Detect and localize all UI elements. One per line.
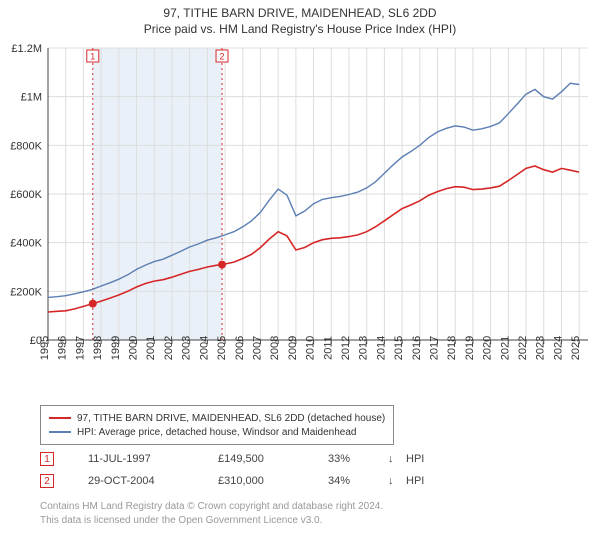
svg-text:1997: 1997 [74,336,86,360]
footnote: Contains HM Land Registry data © Crown c… [40,500,383,527]
marker-hpi-label: HPI [406,453,436,465]
down-arrow-icon: ↓ [388,453,406,465]
svg-text:2003: 2003 [181,336,193,360]
svg-text:£200K: £200K [10,286,42,298]
line-chart-svg: 12£0£200K£400K£600K£800K£1M£1.2M19951996… [0,40,600,398]
footnote-line-1: Contains HM Land Registry data © Crown c… [40,500,383,514]
marker-table: 1 11-JUL-1997£149,50033%↓HPI 2 29-OCT-2004£… [40,448,436,492]
svg-text:2012: 2012 [340,336,352,360]
footnote-line-2: This data is licensed under the Open Gov… [40,514,383,528]
svg-text:£1M: £1M [21,92,42,104]
title-line-1: 97, TITHE BARN DRIVE, MAIDENHEAD, SL6 2D… [0,6,600,20]
svg-text:2015: 2015 [393,336,405,360]
svg-text:£600K: £600K [10,189,42,201]
svg-text:2023: 2023 [535,336,547,360]
svg-text:2000: 2000 [128,336,140,360]
title-block: 97, TITHE BARN DRIVE, MAIDENHEAD, SL6 2D… [0,0,600,36]
marker-row: 1 11-JUL-1997£149,50033%↓HPI [40,448,436,470]
svg-text:2020: 2020 [482,336,494,360]
legend-label: HPI: Average price, detached house, Wind… [77,427,356,438]
svg-text:1996: 1996 [57,336,69,360]
svg-text:£400K: £400K [10,238,42,250]
marker-badge: 2 [40,474,54,488]
svg-text:2021: 2021 [499,336,511,360]
legend-swatch [49,417,71,419]
legend-label: 97, TITHE BARN DRIVE, MAIDENHEAD, SL6 2D… [77,413,385,424]
svg-text:2006: 2006 [234,336,246,360]
svg-text:2016: 2016 [411,336,423,360]
svg-text:2013: 2013 [358,336,370,360]
svg-text:2017: 2017 [429,336,441,360]
svg-text:2011: 2011 [322,336,334,360]
svg-text:2005: 2005 [216,336,228,360]
legend-item: 97, TITHE BARN DRIVE, MAIDENHEAD, SL6 2D… [49,411,385,425]
marker-pct: 33% [328,453,388,465]
svg-text:2009: 2009 [287,336,299,360]
legend-swatch [49,431,71,433]
svg-text:2018: 2018 [446,336,458,360]
svg-text:2014: 2014 [375,336,387,360]
marker-price: £149,500 [218,453,328,465]
marker-pct: 34% [328,475,388,487]
svg-text:2010: 2010 [305,336,317,360]
legend: 97, TITHE BARN DRIVE, MAIDENHEAD, SL6 2D… [40,405,394,445]
svg-text:1999: 1999 [110,336,122,360]
svg-text:2: 2 [220,52,225,62]
svg-text:1995: 1995 [39,336,51,360]
svg-text:2024: 2024 [552,336,564,360]
down-arrow-icon: ↓ [388,475,406,487]
svg-text:2001: 2001 [145,336,157,360]
marker-date: 11-JUL-1997 [88,453,218,465]
marker-price: £310,000 [218,475,328,487]
marker-hpi-label: HPI [406,475,436,487]
svg-text:1: 1 [90,52,95,62]
svg-text:2008: 2008 [269,336,281,360]
svg-text:2002: 2002 [163,336,175,360]
svg-text:2022: 2022 [517,336,529,360]
marker-date: 29-OCT-2004 [88,475,218,487]
svg-text:2025: 2025 [570,336,582,360]
svg-text:£800K: £800K [10,140,42,152]
marker-row: 2 29-OCT-2004£310,00034%↓HPI [40,470,436,492]
legend-item: HPI: Average price, detached house, Wind… [49,425,385,439]
svg-text:2004: 2004 [198,336,210,360]
title-line-2: Price paid vs. HM Land Registry's House … [0,22,600,36]
svg-text:2007: 2007 [251,336,263,360]
chart-container: 97, TITHE BARN DRIVE, MAIDENHEAD, SL6 2D… [0,0,600,560]
svg-text:1998: 1998 [92,336,104,360]
svg-text:£1.2M: £1.2M [11,43,42,55]
svg-text:2019: 2019 [464,336,476,360]
marker-badge: 1 [40,452,54,466]
chart-area: 12£0£200K£400K£600K£800K£1M£1.2M19951996… [0,40,600,398]
